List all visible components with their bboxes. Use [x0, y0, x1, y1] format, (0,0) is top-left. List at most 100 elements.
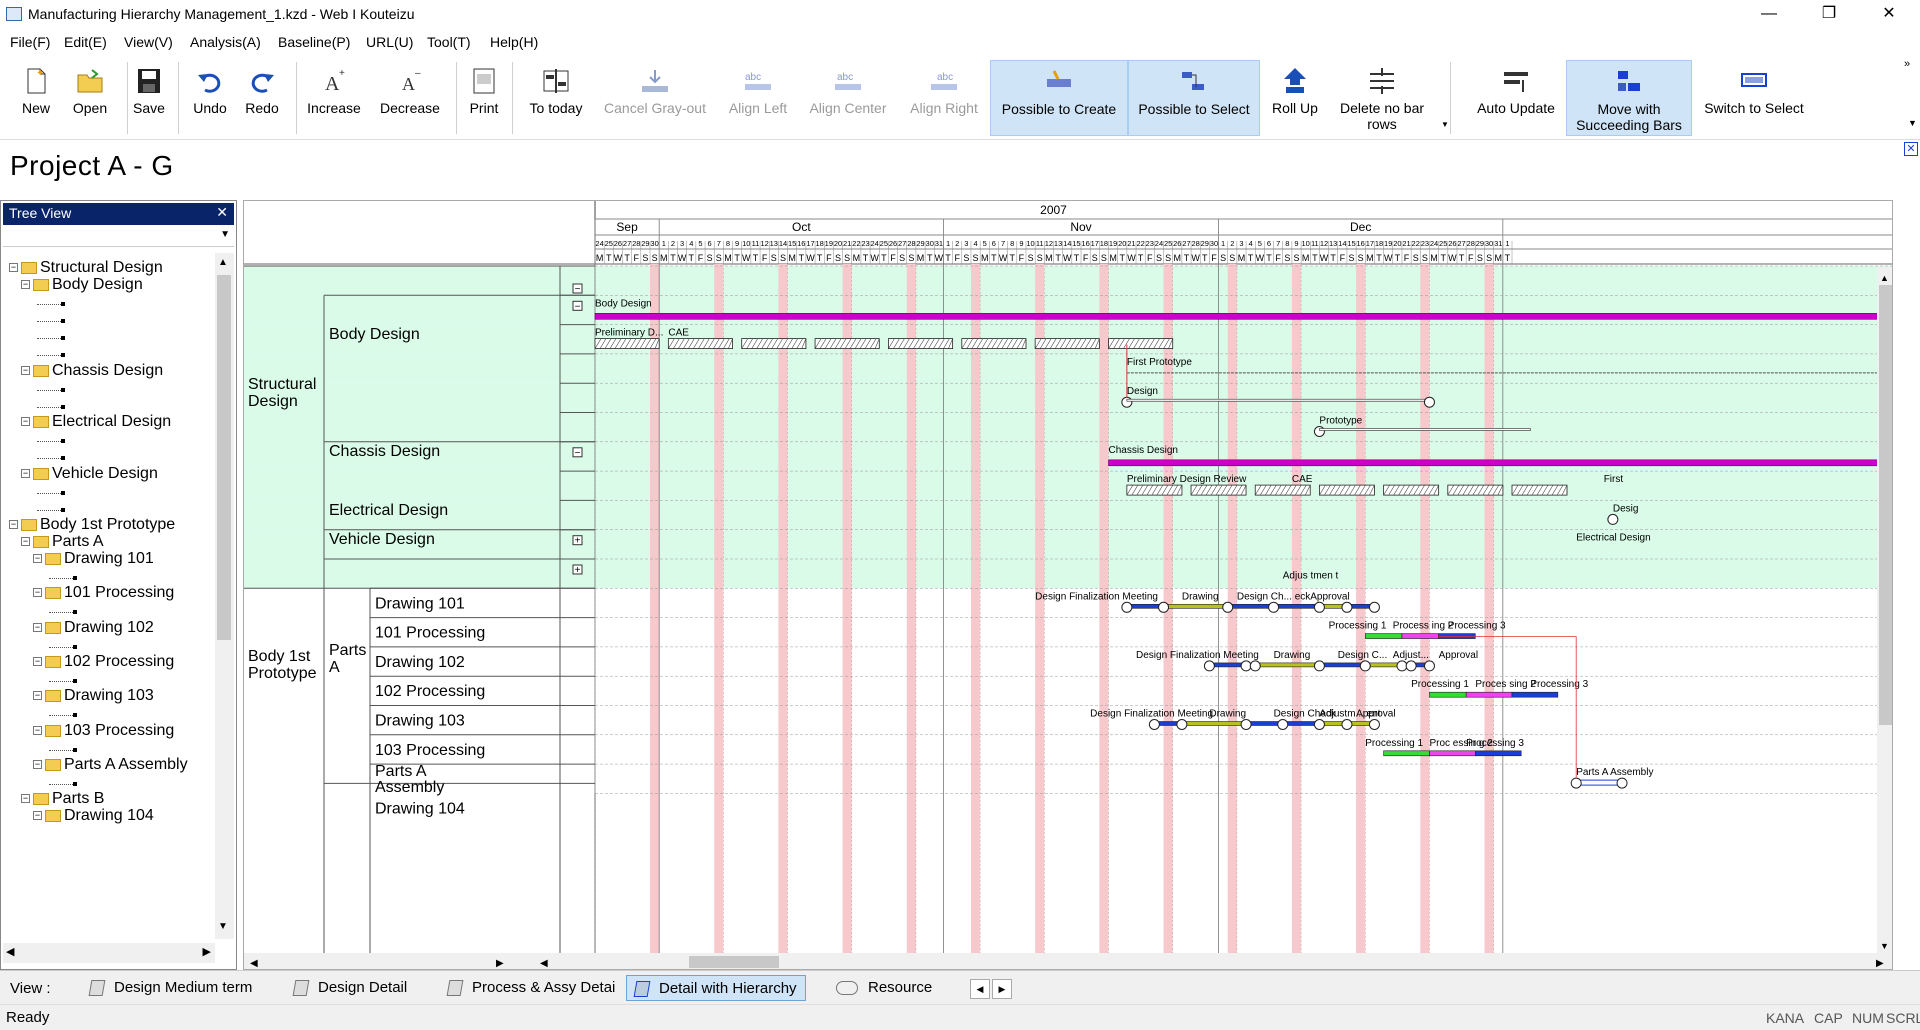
gantt-bar[interactable]: [1319, 428, 1531, 431]
gantt-bar[interactable]: [1273, 603, 1320, 609]
milestone-node[interactable]: [1570, 777, 1582, 789]
delete-no-bar-rows-button[interactable]: Delete no bar rows: [1330, 60, 1434, 136]
milestone-node[interactable]: [1396, 660, 1408, 672]
collapse-toggle-icon[interactable]: −: [33, 759, 42, 770]
menu-analysis[interactable]: Analysis(A): [190, 34, 261, 50]
gantt-bar[interactable]: [1511, 691, 1559, 698]
task-bar[interactable]: [594, 338, 660, 350]
tree-leaf-node[interactable]: [61, 319, 65, 323]
align-center-button[interactable]: abc Align Center: [804, 60, 892, 136]
collapse-toggle-icon[interactable]: −: [21, 468, 30, 479]
collapse-toggle-icon[interactable]: −: [21, 536, 30, 547]
gantt-bar[interactable]: [1254, 662, 1320, 668]
redo-button[interactable]: Redo: [238, 60, 286, 136]
milestone-node[interactable]: [1616, 777, 1628, 789]
tree-leaf-node[interactable]: [61, 353, 65, 357]
tree-leaf-node[interactable]: [73, 748, 77, 752]
collapse-toggle-icon[interactable]: −: [33, 587, 42, 598]
gantt-bar[interactable]: [1475, 750, 1522, 757]
gantt-horizontal-scrollbar[interactable]: [244, 953, 1893, 970]
minimize-button[interactable]: —: [1761, 5, 1777, 22]
gantt-bar[interactable]: [1163, 603, 1229, 609]
gantt-bar[interactable]: [1383, 750, 1430, 757]
tree-leaf-node[interactable]: [73, 713, 77, 717]
task-bar[interactable]: [814, 338, 880, 350]
undo-button[interactable]: Undo: [186, 60, 234, 136]
gantt-bar[interactable]: [1364, 633, 1403, 639]
menu-url[interactable]: URL(U): [366, 34, 414, 50]
summary-bar[interactable]: [1108, 459, 1893, 467]
toolbar-dropdown-icon[interactable]: ▼: [1908, 118, 1917, 128]
gantt-bar[interactable]: [1209, 662, 1247, 668]
close-pane-icon[interactable]: ✕: [1904, 142, 1918, 156]
task-bar[interactable]: [667, 338, 733, 350]
tree-node[interactable]: − Electrical Design: [21, 413, 171, 431]
gantt-bar[interactable]: [1364, 662, 1403, 668]
expand-toggle-icon[interactable]: [572, 283, 583, 294]
tree-leaf-node[interactable]: [61, 508, 65, 512]
gantt-bar[interactable]: [1438, 633, 1476, 639]
tree-leaf-node[interactable]: [61, 302, 65, 306]
milestone-node[interactable]: [1341, 601, 1353, 613]
tab-detail-with-hierarchy[interactable]: Detail with Hierarchy: [626, 975, 806, 1001]
menu-help[interactable]: Help(H): [490, 34, 539, 50]
milestone-node[interactable]: [1268, 601, 1280, 613]
milestone-node[interactable]: [1158, 601, 1170, 613]
tree-leaf-node[interactable]: [61, 388, 65, 392]
tree-leaf-node[interactable]: [61, 439, 65, 443]
milestone-node[interactable]: [1341, 719, 1353, 730]
gantt-bar[interactable]: [1282, 721, 1320, 726]
gantt-bar[interactable]: [1245, 721, 1284, 726]
gantt-bar[interactable]: [1465, 691, 1513, 698]
scroll-up-icon[interactable]: ▲: [218, 257, 228, 268]
gantt-bar[interactable]: [1126, 603, 1164, 609]
close-tree-icon[interactable]: ✕: [216, 204, 228, 220]
gantt-scroll-thumb[interactable]: [689, 956, 779, 968]
tree-node[interactable]: − Parts B: [21, 790, 104, 808]
tree-leaf-node[interactable]: [73, 782, 77, 786]
tree-node[interactable]: − 101 Processing: [33, 584, 174, 602]
milestone-node[interactable]: [1148, 719, 1160, 730]
collapse-toggle-icon[interactable]: −: [33, 810, 42, 821]
gantt-vscroll-thumb[interactable]: [1879, 285, 1892, 725]
print-button[interactable]: Print: [462, 60, 506, 136]
toolbar-overflow-icon[interactable]: »: [1904, 58, 1911, 70]
collapse-toggle-icon[interactable]: −: [33, 553, 42, 564]
tree-leaf-node[interactable]: [61, 456, 65, 460]
milestone-node[interactable]: [1423, 660, 1435, 672]
summary-bar[interactable]: [594, 313, 1893, 320]
milestone-node[interactable]: [1313, 719, 1325, 730]
milestone-node[interactable]: [1368, 601, 1380, 613]
collapse-toggle-icon[interactable]: −: [33, 725, 42, 736]
collapse-toggle-icon[interactable]: −: [21, 416, 30, 427]
gantt-bar[interactable]: [1181, 721, 1247, 726]
delete-dropdown-icon[interactable]: ▼: [1441, 120, 1449, 129]
gantt-bar[interactable]: [1126, 398, 1430, 402]
milestone-node[interactable]: [1607, 513, 1619, 525]
menu-baseline[interactable]: Baseline(P): [278, 34, 351, 50]
menu-edit[interactable]: Edit(E): [64, 34, 107, 50]
tree-leaf-node[interactable]: [73, 679, 77, 683]
menu-tool[interactable]: Tool(T): [427, 34, 471, 50]
move-with-succeeding-bars-button[interactable]: Move with Succeeding Bars: [1566, 60, 1692, 136]
tree-node[interactable]: − 102 Processing: [33, 653, 174, 671]
tree-leaf-node[interactable]: [61, 405, 65, 409]
tree-node[interactable]: − Chassis Design: [21, 362, 163, 380]
tree-node[interactable]: − Body Design: [21, 276, 143, 294]
gantt-bar[interactable]: [1319, 662, 1366, 668]
close-button[interactable]: ✕: [1882, 5, 1896, 22]
task-bar[interactable]: [1108, 338, 1174, 350]
align-right-button[interactable]: abc Align Right: [898, 60, 990, 136]
tree-leaf-node[interactable]: [61, 491, 65, 495]
tree-node[interactable]: − Drawing 104: [33, 807, 154, 825]
tab-scroll-right-icon[interactable]: ▶: [992, 979, 1012, 999]
collapse-toggle-icon[interactable]: −: [9, 519, 18, 530]
milestone-node[interactable]: [1368, 719, 1380, 730]
collapse-toggle-icon[interactable]: −: [33, 622, 42, 633]
scroll-down-icon[interactable]: ▼: [218, 921, 228, 932]
collapse-toggle-icon[interactable]: −: [33, 656, 42, 667]
align-left-button[interactable]: abc Align Left: [718, 60, 798, 136]
tree-node[interactable]: − Structural Design: [9, 259, 163, 277]
new-button[interactable]: ✦ New: [21, 68, 50, 116]
possible-to-create-button[interactable]: Possible to Create: [990, 60, 1128, 136]
